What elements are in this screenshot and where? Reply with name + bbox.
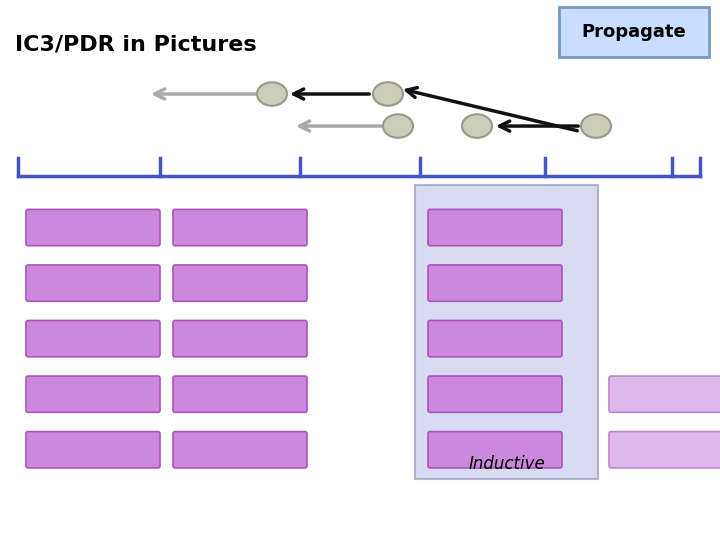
Text: Software Engineering Institute: Software Engineering Institute <box>54 508 236 518</box>
FancyBboxPatch shape <box>428 320 562 357</box>
FancyBboxPatch shape <box>559 8 709 57</box>
FancyBboxPatch shape <box>173 431 307 468</box>
Text: PolyPDR: PolyPDR <box>493 497 536 505</box>
Text: Inductive: Inductive <box>468 455 545 473</box>
FancyBboxPatch shape <box>415 185 598 478</box>
FancyBboxPatch shape <box>173 210 307 246</box>
FancyBboxPatch shape <box>428 210 562 246</box>
FancyBboxPatch shape <box>26 265 160 301</box>
Text: Carnegie Mellon University: Carnegie Mellon University <box>313 508 472 518</box>
FancyBboxPatch shape <box>609 431 720 468</box>
FancyBboxPatch shape <box>26 431 160 468</box>
FancyBboxPatch shape <box>609 376 720 413</box>
Ellipse shape <box>257 82 287 106</box>
FancyBboxPatch shape <box>26 320 160 357</box>
FancyBboxPatch shape <box>173 265 307 301</box>
FancyBboxPatch shape <box>428 265 562 301</box>
Ellipse shape <box>383 114 413 138</box>
Text: Propagate: Propagate <box>582 23 686 41</box>
Ellipse shape <box>373 82 403 106</box>
FancyBboxPatch shape <box>173 320 307 357</box>
Ellipse shape <box>462 114 492 138</box>
Text: IC3/PDR in Pictures: IC3/PDR in Pictures <box>15 35 256 55</box>
Text: 19: 19 <box>682 510 695 519</box>
Text: Nikolaj Bjørner and Arie Gurfinkel: Nikolaj Bjørner and Arie Gurfinkel <box>493 510 621 519</box>
FancyBboxPatch shape <box>428 376 562 413</box>
FancyBboxPatch shape <box>26 376 160 413</box>
FancyBboxPatch shape <box>428 431 562 468</box>
Text: |: | <box>299 505 304 521</box>
Text: © 2015 Carnegie Mellon University: © 2015 Carnegie Mellon University <box>493 524 616 531</box>
Ellipse shape <box>581 114 611 138</box>
FancyBboxPatch shape <box>173 376 307 413</box>
FancyBboxPatch shape <box>26 210 160 246</box>
